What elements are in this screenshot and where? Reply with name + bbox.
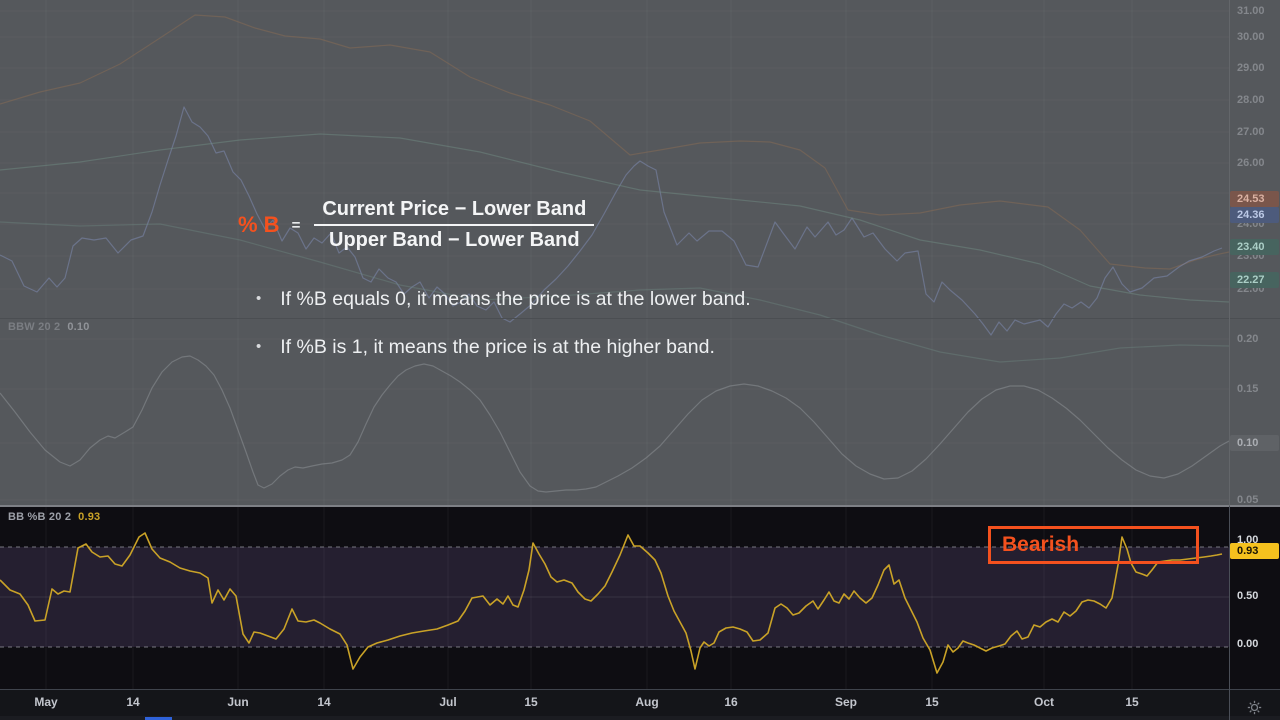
top-pane-grid (0, 0, 1229, 505)
formula-lhs: % B (238, 212, 280, 237)
dimmed-background-chart-lines (0, 14, 1230, 493)
time-scrollbar-track[interactable] (0, 716, 1280, 720)
bbw-line-faint (0, 355, 1230, 493)
time-axis-label: Jun (227, 695, 249, 709)
formula-numerator: Current Price − Lower Band (322, 198, 587, 220)
bbw-value-badge: 0.10 (1230, 435, 1279, 451)
bullet-icon: • (256, 290, 262, 307)
bbw-axis-label: 0.20 (1237, 333, 1259, 345)
time-axis-label: 15 (524, 695, 538, 709)
upper-band-faint (0, 14, 1230, 270)
pctb-axis-label: 0.00 (1237, 638, 1259, 650)
pctb-indicator-value: 0.93 (78, 511, 101, 523)
bbw-indicator-value: 0.10 (67, 321, 90, 333)
price-value-badge: 23.40 (1230, 239, 1279, 255)
middle-band-faint (0, 133, 1230, 303)
time-axis-label: 16 (724, 695, 738, 709)
time-axis-label: 14 (126, 695, 140, 709)
bbw-indicator-title[interactable]: BBW 20 2 (8, 321, 61, 333)
time-axis-label: Aug (635, 695, 659, 709)
price-axis-label: 30.00 (1237, 31, 1265, 43)
price-value-badge: 24.36 (1230, 207, 1279, 223)
bearish-annotation-label: Bearish (1002, 533, 1080, 556)
pctb-value-badge: 0.93 (1230, 543, 1279, 559)
pctb-pane-grid (45, 507, 1133, 689)
bearish-annotation[interactable]: Bearish (988, 526, 1199, 564)
bullet-icon: • (256, 338, 262, 355)
time-axis-label: May (34, 695, 58, 709)
time-axis-label: 15 (1125, 695, 1139, 709)
pctb-line[interactable] (0, 532, 1223, 674)
pctb-axis-label: 0.50 (1237, 590, 1259, 602)
bullet-item-2: • If %B is 1, it means the price is at t… (256, 336, 715, 359)
price-value-badge: 22.27 (1230, 272, 1279, 288)
bbw-axis-label: 0.15 (1237, 383, 1259, 395)
formula-equals: = (291, 216, 301, 234)
bullet-item-1: • If %B equals 0, it means the price is … (256, 288, 751, 311)
time-axis-label: Oct (1033, 695, 1055, 709)
lower-band-faint (0, 221, 1230, 363)
price-line-faint (0, 106, 1223, 336)
pctb-indicator-legend[interactable]: BB %B 20 2 0.93 (8, 511, 100, 523)
price-axis-label: 29.00 (1237, 62, 1265, 74)
formula-fraction: Current Price − Lower Band Upper Band − … (314, 197, 595, 253)
time-axis-label: 14 (317, 695, 331, 709)
price-axis-label: 27.00 (1237, 126, 1265, 138)
bbw-axis-label: 0.05 (1237, 494, 1259, 506)
pctb-formula: % B = Current Price − Lower Band Upper B… (238, 197, 595, 253)
bullet-text-2: If %B is 1, it means the price is at the… (280, 336, 715, 358)
time-scrollbar-thumb[interactable] (145, 717, 172, 720)
price-axis-label: 31.00 (1237, 5, 1265, 17)
time-axis-label: 15 (925, 695, 939, 709)
price-axis-label: 26.00 (1237, 157, 1265, 169)
formula-denominator: Upper Band − Lower Band (314, 224, 595, 253)
bbw-indicator-legend[interactable]: BBW 20 2 0.10 (8, 321, 90, 333)
price-value-badge: 24.53 (1230, 191, 1279, 207)
pctb-indicator-title[interactable]: BB %B 20 2 (8, 511, 72, 523)
pctb-series-line (0, 532, 1223, 674)
time-axis-label: Sep (834, 695, 858, 709)
price-axis-label: 28.00 (1237, 94, 1265, 106)
bullet-text-1: If %B equals 0, it means the price is at… (280, 288, 751, 310)
time-axis-label: Jul (439, 695, 457, 709)
settings-gear-icon[interactable] (1247, 700, 1262, 715)
time-axis-background (0, 689, 1280, 720)
